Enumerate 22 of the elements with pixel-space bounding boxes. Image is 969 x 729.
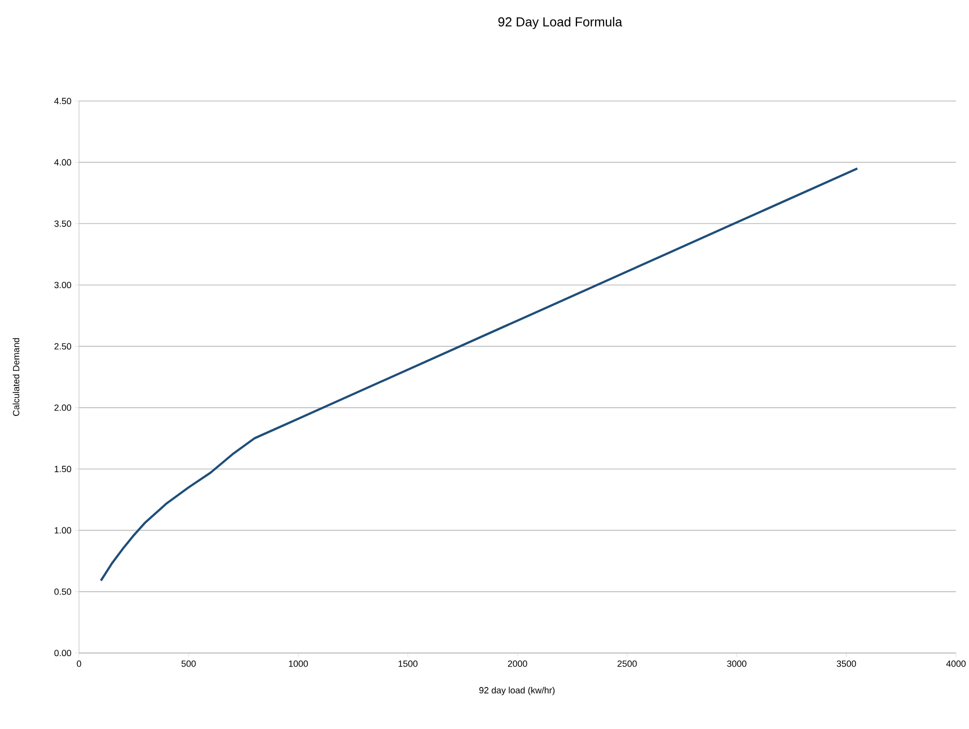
y-tick-label: 1.50: [54, 466, 72, 472]
y-tick-label: 0.00: [54, 650, 72, 656]
x-tick-label: 1000: [288, 660, 308, 667]
x-tick-label: 4000: [946, 660, 966, 667]
x-tick-label: 0: [76, 660, 82, 667]
y-tick-label: 4.00: [54, 159, 72, 166]
x-tick-label: 500: [182, 660, 196, 667]
y-tick-label: 3.00: [54, 282, 72, 288]
x-tick-label: 3500: [836, 660, 856, 667]
y-tick-label: 2.50: [54, 343, 72, 350]
y-tick-label: 4.50: [54, 98, 72, 104]
y-axis-title: Calculated Demand: [12, 338, 20, 416]
x-tick-label: 3000: [727, 660, 746, 667]
y-tick-label: 3.50: [54, 220, 72, 227]
x-axis-title: 92 day load (kw/hr): [479, 686, 555, 696]
y-tick-label: 2.00: [54, 404, 72, 411]
x-tick-label: 2500: [618, 660, 637, 667]
x-tick-label: 1500: [398, 660, 418, 667]
y-tick-label: 1.00: [54, 527, 72, 534]
x-tick-label: 2000: [508, 660, 528, 667]
chart-title: 92 Day Load Formula: [498, 16, 622, 30]
y-tick-label: 0.50: [54, 588, 72, 595]
